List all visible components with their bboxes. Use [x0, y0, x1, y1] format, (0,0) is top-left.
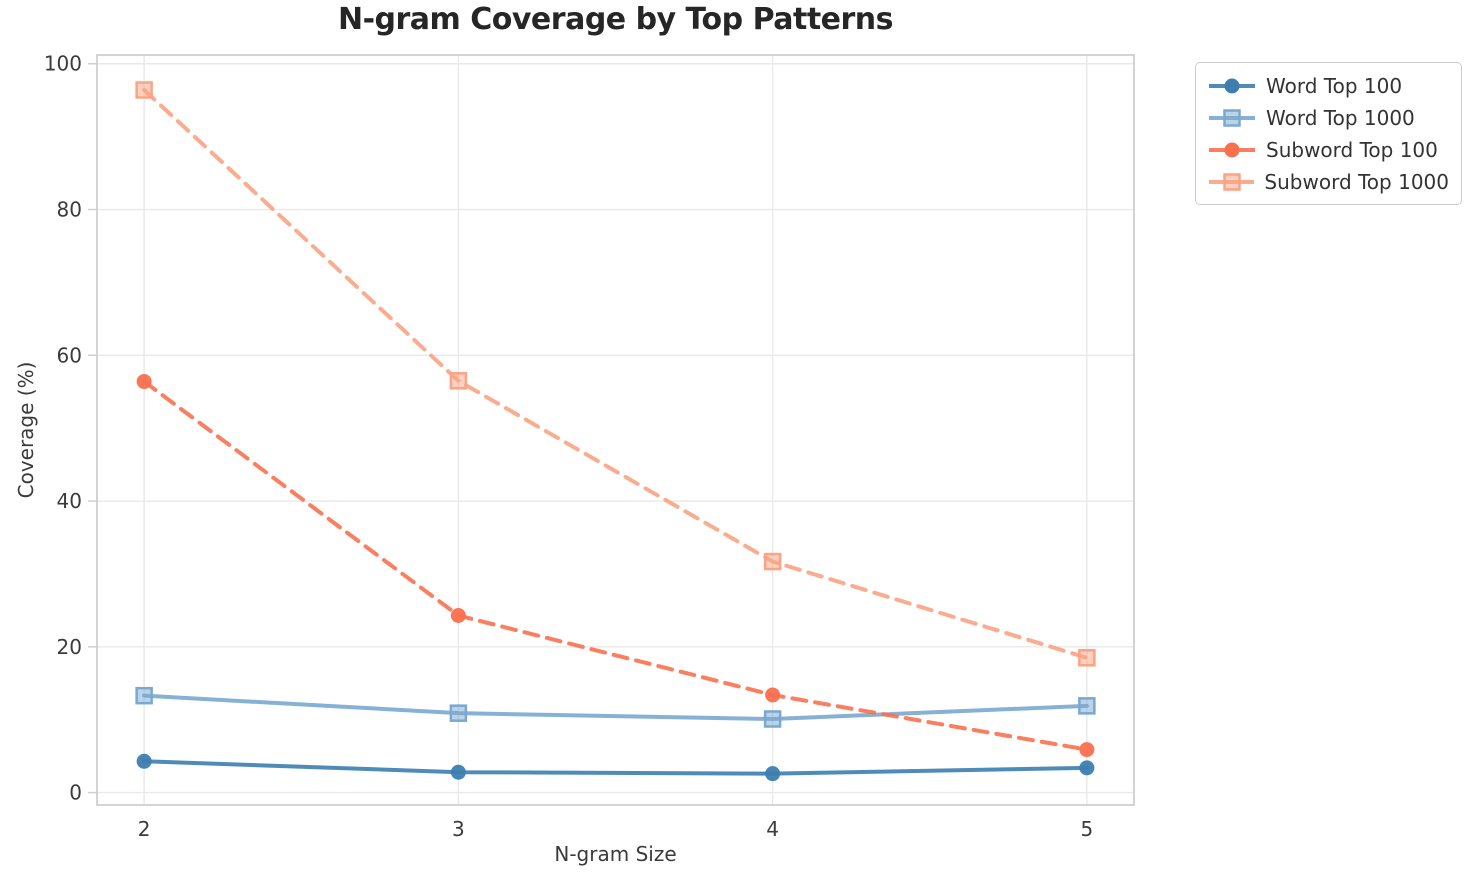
legend-marker-square-subword-top-1000: [1223, 172, 1241, 191]
legend: Word Top 100 Word Top 1000 Subword Top 100…: [1195, 62, 1462, 205]
x-tick-label: 5: [1080, 817, 1093, 841]
marker-square-subword-top-1000: [763, 552, 782, 571]
legend-item-subword-top-1000: Subword Top 1000: [1208, 168, 1449, 195]
marker-square-subword-top-1000: [449, 372, 468, 390]
marker-square-word-top-1000: [763, 710, 782, 728]
y-tick-label: 0: [69, 781, 82, 805]
x-axis-label: N-gram Size: [554, 842, 677, 866]
marker-square-subword-top-1000: [135, 81, 153, 99]
marker-circle-subword-top-100: [450, 607, 466, 623]
marker-circle-subword-top-100: [136, 374, 152, 390]
legend-swatch-word-top-100: [1209, 78, 1255, 93]
legend-item-subword-top-100: Subword Top 100: [1208, 136, 1449, 163]
legend-label-word-top-100: Word Top 100: [1266, 73, 1403, 98]
legend-marker-circle-subword-top-100: [1224, 142, 1240, 157]
marker-square-subword-top-1000: [1078, 649, 1096, 667]
x-tick-label: 3: [452, 817, 465, 841]
y-tick-label: 80: [57, 198, 82, 222]
legend-marker-square-word-top-1000: [1223, 108, 1241, 127]
legend-item-word-top-100: Word Top 100: [1208, 72, 1449, 99]
y-tick-label: 100: [44, 52, 82, 76]
y-tick-label: 20: [57, 635, 82, 659]
y-tick-label: 60: [57, 343, 82, 367]
marker-circle-subword-top-100: [765, 687, 781, 703]
marker-square-word-top-1000: [1078, 697, 1096, 715]
marker-circle-word-top-100: [450, 764, 466, 780]
x-tick-label: 4: [766, 817, 779, 841]
series-line-word-top-1000: [142, 693, 1089, 721]
marker-circle-word-top-100: [136, 753, 152, 769]
y-axis-label: Coverage (%): [14, 361, 38, 499]
marker-square-word-top-1000: [449, 704, 468, 722]
marker-square-word-top-1000: [135, 686, 153, 705]
legend-swatch-subword-top-1000: [1209, 172, 1255, 191]
marker-circle-subword-top-100: [1079, 742, 1095, 758]
legend-label-subword-top-100: Subword Top 100: [1266, 137, 1438, 162]
legend-label-subword-top-1000: Subword Top 1000: [1264, 169, 1449, 194]
legend-item-word-top-1000: Word Top 1000: [1208, 104, 1449, 131]
x-tick-label: 2: [138, 817, 151, 841]
series-line-subword-top-1000: [142, 87, 1089, 660]
chart-title: N-gram Coverage by Top Patterns: [337, 2, 894, 37]
legend-swatch-word-top-1000: [1209, 108, 1255, 127]
marker-circle-word-top-100: [1079, 760, 1095, 776]
plot-frame: [96, 54, 1135, 806]
series-line-subword-top-100: [142, 379, 1089, 752]
series-line-word-top-100: [142, 759, 1089, 776]
legend-label-word-top-1000: Word Top 1000: [1266, 105, 1415, 130]
y-tick-label: 40: [57, 489, 82, 513]
legend-marker-circle-word-top-100: [1224, 78, 1240, 93]
legend-swatch-subword-top-100: [1209, 142, 1255, 157]
marker-circle-word-top-100: [765, 766, 781, 782]
